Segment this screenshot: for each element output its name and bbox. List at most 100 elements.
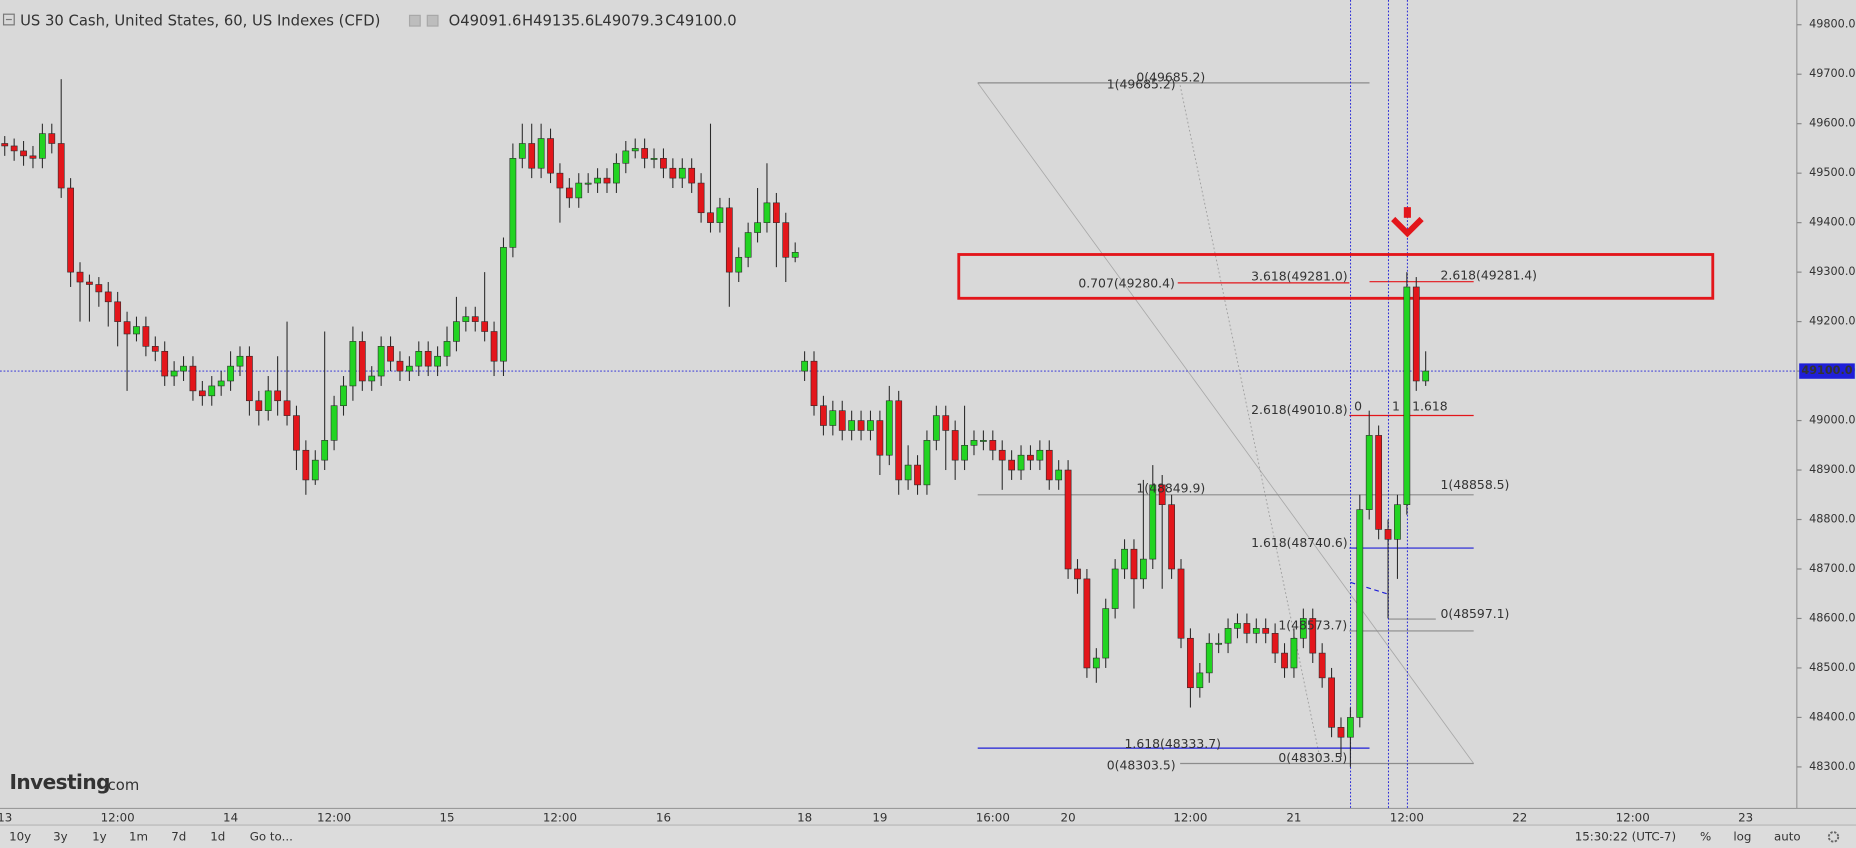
candle-body — [791, 252, 799, 258]
candle-body — [1309, 618, 1317, 654]
candle-body — [932, 415, 940, 441]
fib-label: 2.618(49010.8) — [1251, 402, 1347, 417]
x-tick-label: 12:00 — [1616, 810, 1650, 824]
x-tick-label: 20 — [1061, 810, 1076, 824]
x-tick-label: 16:00 — [976, 810, 1010, 824]
candle-body — [857, 420, 865, 431]
arrow-head — [1391, 216, 1424, 238]
candle-body — [490, 331, 498, 362]
candle-body — [180, 365, 187, 372]
candle-body — [782, 222, 790, 258]
candle-body — [443, 341, 451, 357]
candle-body — [622, 150, 630, 164]
highlight-box — [957, 253, 1715, 300]
candle-body — [829, 410, 837, 426]
candle-body — [330, 405, 338, 441]
auto-toggle[interactable]: auto — [1774, 829, 1801, 843]
logo-name: Investing — [9, 770, 109, 794]
candle-body — [1337, 727, 1345, 738]
percent-toggle[interactable]: % — [1700, 829, 1711, 843]
last-price-label: 49100.0 — [1801, 364, 1852, 377]
settings-icon[interactable] — [408, 14, 421, 27]
candle-body — [1281, 652, 1288, 669]
candle-body — [189, 365, 197, 392]
candle-body — [151, 346, 159, 352]
candle-body — [274, 390, 282, 402]
y-tick-label: 48900.0 — [1809, 463, 1855, 476]
candle-body — [1139, 558, 1147, 580]
fib-label: 0(49685.2) — [1136, 70, 1205, 85]
candle-body — [678, 167, 686, 179]
candle-body — [406, 365, 413, 372]
y-tick-label: 49000.0 — [1809, 414, 1855, 427]
candle-body — [1045, 449, 1053, 481]
range-button[interactable]: 1d — [210, 829, 225, 843]
candle-body — [349, 341, 357, 387]
candle-body — [565, 187, 573, 199]
candle-body — [471, 316, 479, 322]
candle-body — [688, 167, 696, 184]
x-tick-label: 13 — [0, 810, 12, 824]
candle-body — [763, 202, 771, 223]
candle-body — [942, 415, 950, 431]
ohlc-low: L49079.3 — [594, 12, 663, 29]
arrow-stem — [1403, 207, 1411, 218]
fib-label: 0.707(49280.4) — [1078, 276, 1174, 291]
fib-label: 1.618(48333.7) — [1124, 736, 1220, 751]
y-tick-label: 49500.0 — [1809, 166, 1855, 179]
y-tick-label: 49200.0 — [1809, 315, 1855, 328]
candle-body — [236, 355, 244, 367]
y-tick-label: 48800.0 — [1809, 513, 1855, 526]
candle-body — [848, 420, 856, 431]
candle-body — [1111, 568, 1119, 609]
candle-body — [1130, 548, 1138, 580]
candle-body — [1, 143, 9, 147]
candle-body — [462, 316, 470, 322]
candle-body — [772, 202, 780, 223]
range-button[interactable]: 7d — [171, 829, 186, 843]
x-tick-label: 12:00 — [101, 810, 135, 824]
settings-gear[interactable] — [1827, 831, 1840, 843]
x-tick-label: 12:00 — [317, 810, 351, 824]
candle-body — [961, 445, 968, 461]
x-tick-label: 14 — [223, 810, 238, 824]
candle-body — [161, 350, 169, 377]
candle-body — [1055, 469, 1063, 481]
dashed-line — [1350, 581, 1389, 595]
toolbar — [0, 825, 1856, 848]
candle-body — [980, 440, 987, 442]
range-button[interactable]: 1m — [129, 829, 148, 843]
range-button[interactable]: 10y — [9, 829, 31, 843]
candle-body — [415, 350, 423, 367]
x-tick-label: 19 — [872, 810, 887, 824]
candle-body — [396, 360, 404, 372]
x-tick-label: 18 — [797, 810, 812, 824]
range-button[interactable]: 1y — [92, 829, 107, 843]
candle-body — [246, 355, 253, 402]
candle-body — [518, 143, 526, 159]
settings-icon[interactable] — [426, 14, 439, 27]
candle-body — [631, 148, 639, 152]
collapse-icon[interactable] — [2, 13, 15, 26]
candle-body — [1027, 454, 1034, 461]
candle-body — [810, 360, 818, 407]
candle-body — [1347, 717, 1354, 738]
candle-body — [1036, 449, 1044, 461]
candle-body — [481, 321, 489, 332]
goto-button[interactable]: Go to... — [250, 829, 293, 843]
candle-body — [716, 207, 724, 223]
candle-body — [1290, 637, 1298, 669]
candle-body — [820, 405, 827, 426]
log-toggle[interactable]: log — [1733, 829, 1751, 843]
candle-body — [453, 321, 460, 342]
candle-body — [584, 182, 592, 185]
range-button[interactable]: 3y — [53, 829, 68, 843]
ohlc-high: H49135.6 — [522, 12, 594, 29]
candle-body — [104, 291, 112, 303]
candle-body — [95, 284, 103, 293]
candle-body — [170, 370, 178, 377]
candle-body — [697, 182, 705, 214]
candle-body — [76, 271, 84, 283]
last-price-tag — [1799, 363, 1855, 379]
fib-label: 1(48573.7) — [1278, 618, 1347, 633]
